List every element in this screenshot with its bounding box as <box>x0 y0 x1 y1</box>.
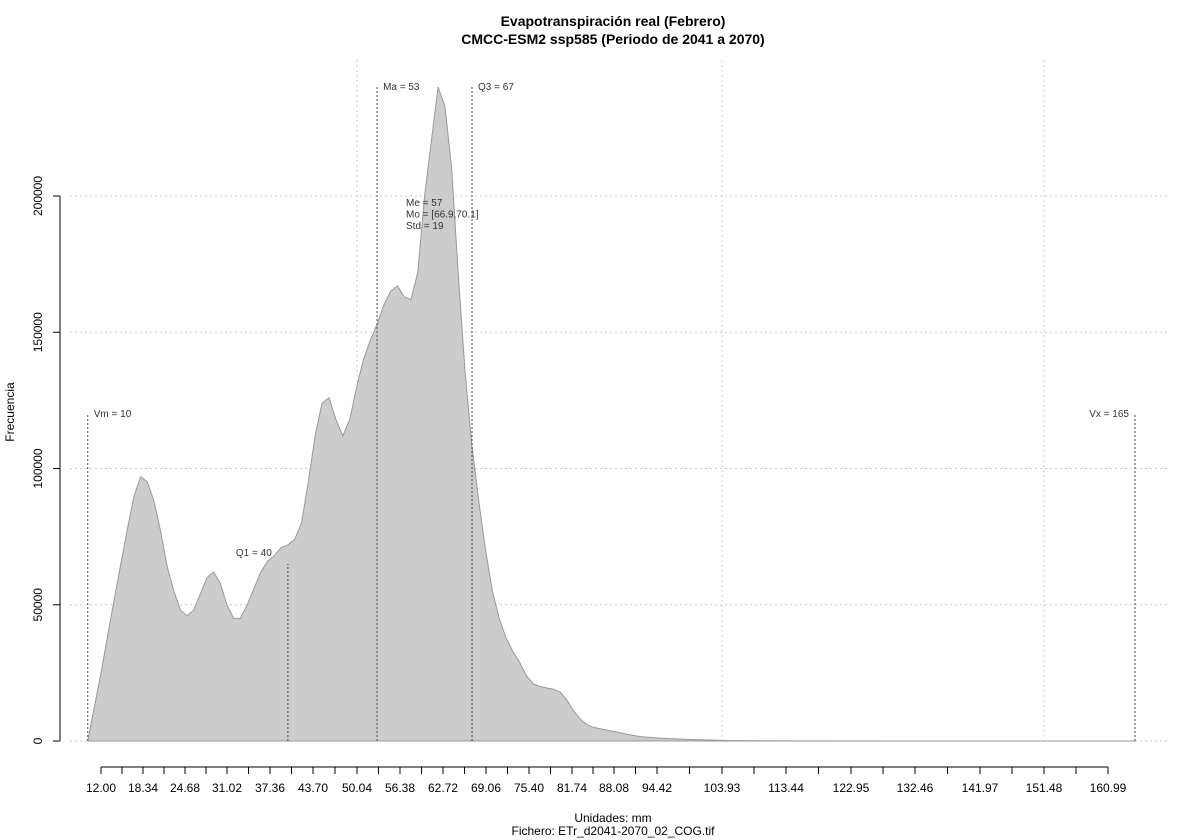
y-tick-label: 200000 <box>31 176 45 216</box>
x-tick-label: 122.95 <box>833 781 870 795</box>
x-tick-label: 141.97 <box>962 781 999 795</box>
stat-label: Me = 57 <box>406 198 443 209</box>
stat-label: Std = 19 <box>406 221 444 232</box>
chart-subtitle: CMCC-ESM2 ssp585 (Periodo de 2041 a 2070… <box>461 31 764 47</box>
x-tick-label: 151.48 <box>1026 781 1063 795</box>
x-tick-label: 132.46 <box>897 781 934 795</box>
x-tick-label: 50.04 <box>342 781 372 795</box>
y-tick-label: 50000 <box>31 588 45 622</box>
x-tick-label: 37.36 <box>255 781 285 795</box>
y-axis-label: Frecuencia <box>3 382 17 442</box>
y-tick-label: 100000 <box>31 448 45 488</box>
x-tick-label: 94.42 <box>642 781 672 795</box>
x-tick-label: 113.44 <box>768 781 804 795</box>
chart-title: Evapotranspiración real (Febrero) <box>501 13 726 29</box>
x-tick-label: 88.08 <box>599 781 629 795</box>
x-tick-label: 103.93 <box>704 781 741 795</box>
file-footer: Fichero: ETr_d2041-2070_02_COG.tif <box>512 824 716 838</box>
x-tick-label: 75.40 <box>514 781 544 795</box>
x-tick-label: 62.72 <box>428 781 458 795</box>
y-tick-label: 150000 <box>31 312 45 352</box>
annotation-label: Vx = 165 <box>1089 409 1129 420</box>
frequency-area <box>88 87 1135 741</box>
x-tick-label: 31.02 <box>212 781 242 795</box>
x-tick-label: 24.68 <box>170 781 200 795</box>
annotation-label: Q3 = 67 <box>478 82 514 93</box>
plot-area <box>88 87 1135 741</box>
stat-label: Mo = [66.9,70.1] <box>406 210 479 221</box>
x-tick-label: 12.00 <box>86 781 116 795</box>
annotation-label: Q1 = 40 <box>236 548 272 559</box>
x-tick-label: 160.99 <box>1090 781 1127 795</box>
y-tick-label: 0 <box>31 737 45 744</box>
x-axis-label: Unidades: mm <box>574 811 651 825</box>
annotation-label: Ma = 53 <box>383 82 420 93</box>
x-tick-label: 69.06 <box>471 781 501 795</box>
x-tick-label: 43.70 <box>298 781 328 795</box>
x-tick-label: 56.38 <box>385 781 415 795</box>
x-tick-label: 18.34 <box>128 781 158 795</box>
x-tick-label: 81.74 <box>557 781 587 795</box>
annotation-label: Vm = 10 <box>94 409 132 420</box>
